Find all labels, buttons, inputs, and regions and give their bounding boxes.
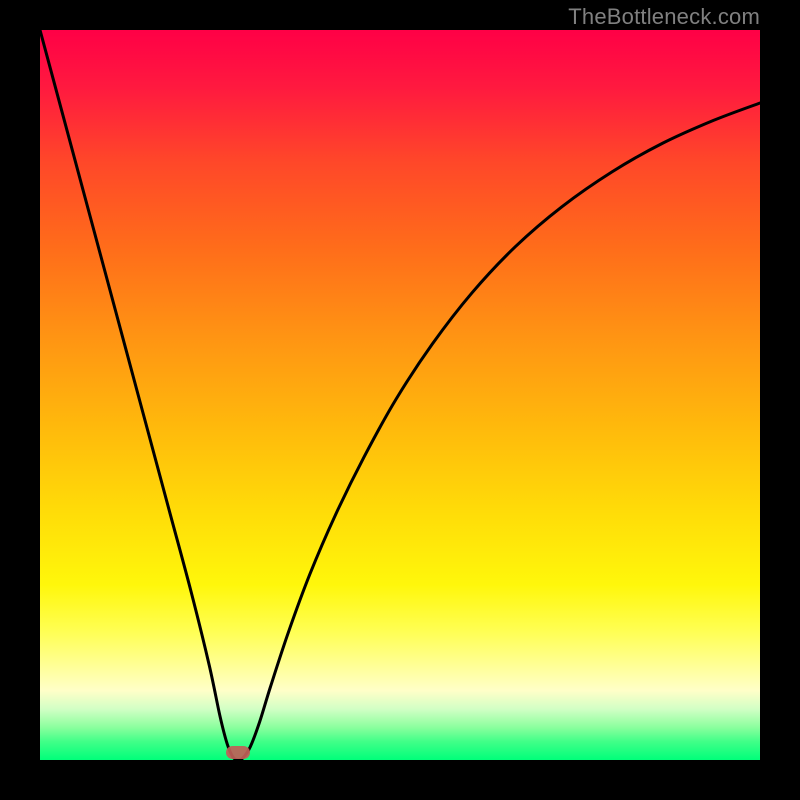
optimal-point-marker (226, 746, 250, 759)
watermark-text: TheBottleneck.com (568, 4, 760, 30)
chart-container: TheBottleneck.com (0, 0, 800, 800)
v-curve (40, 30, 760, 760)
chart-curve-layer (40, 30, 760, 760)
plot-area (40, 30, 760, 760)
